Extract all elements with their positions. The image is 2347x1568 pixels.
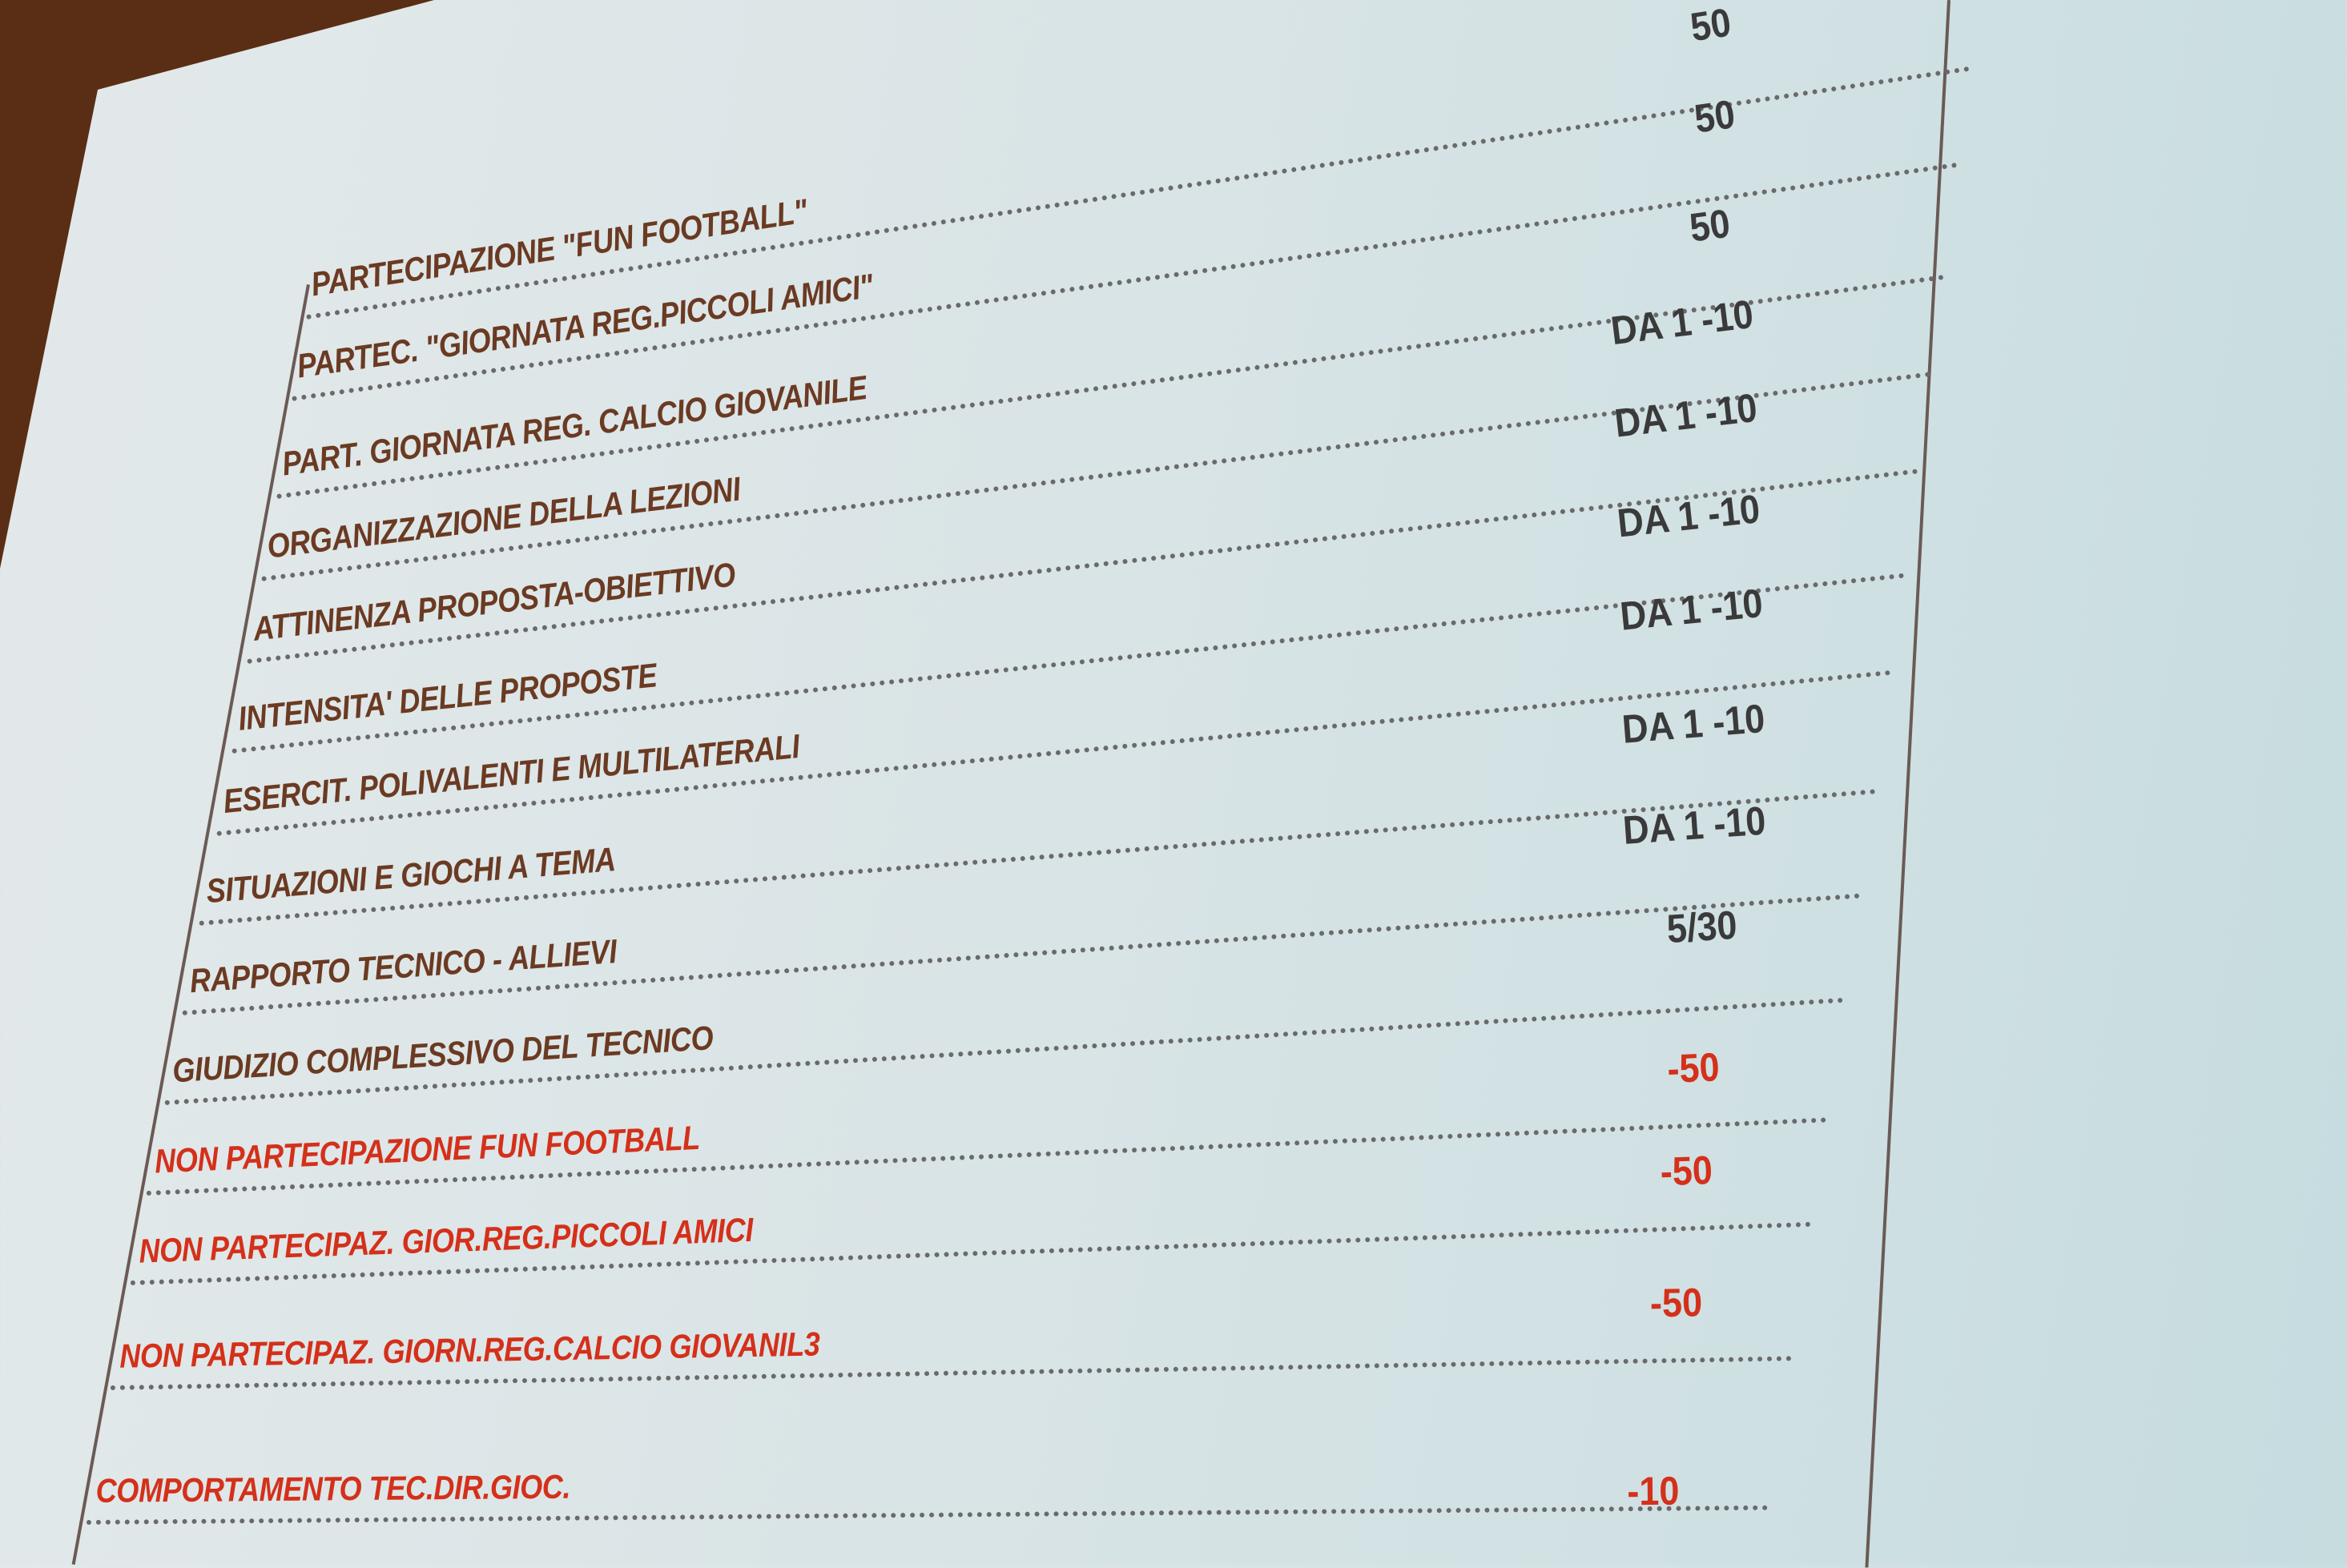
row-value: DA 1 -10	[1620, 695, 1767, 752]
row-value: 50	[1691, 91, 1738, 142]
row-value: DA 1 -10	[1621, 798, 1768, 853]
row-value: 5/30	[1665, 902, 1739, 952]
row-value: 50	[1687, 0, 1734, 50]
row-label: NON PARTECIPAZIONE FUN FOOTBALL	[154, 1118, 701, 1180]
row-value: -50	[1666, 1044, 1721, 1092]
wall-corner	[0, 0, 434, 569]
row-value: -10	[1627, 1468, 1680, 1514]
row-value: -50	[1649, 1280, 1703, 1326]
row-value: 50	[1687, 200, 1733, 251]
row-label: NON PARTECIPAZ. GIORN.REG.CALCIO GIOVANI…	[119, 1325, 820, 1375]
row-value: -50	[1659, 1148, 1713, 1195]
row-label: COMPORTAMENTO TEC.DIR.GIOC.	[95, 1467, 571, 1510]
row-label: NON PARTECIPAZ. GIOR.REG.PICCOLI AMICI	[138, 1210, 754, 1270]
